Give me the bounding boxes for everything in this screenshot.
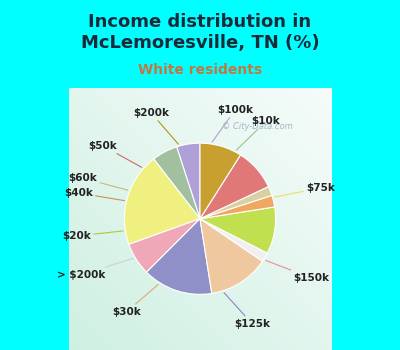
- Text: > $200k: > $200k: [57, 258, 133, 280]
- Wedge shape: [200, 207, 276, 253]
- Text: $125k: $125k: [224, 293, 270, 329]
- Text: $30k: $30k: [112, 284, 158, 317]
- Wedge shape: [200, 219, 262, 293]
- Text: $50k: $50k: [88, 141, 142, 167]
- Wedge shape: [200, 155, 268, 219]
- Wedge shape: [124, 159, 200, 244]
- Text: $200k: $200k: [133, 108, 178, 144]
- Text: $20k: $20k: [62, 231, 123, 241]
- Text: $40k: $40k: [64, 188, 124, 201]
- Wedge shape: [200, 195, 275, 219]
- Wedge shape: [200, 187, 272, 219]
- Text: $150k: $150k: [266, 260, 329, 283]
- Wedge shape: [177, 143, 200, 219]
- Text: $75k: $75k: [275, 183, 335, 197]
- Wedge shape: [154, 147, 200, 219]
- Text: Income distribution in
McLemoresville, TN (%): Income distribution in McLemoresville, T…: [81, 13, 319, 52]
- Wedge shape: [200, 143, 240, 219]
- Text: $100k: $100k: [212, 105, 253, 142]
- Wedge shape: [200, 219, 267, 261]
- Wedge shape: [146, 219, 212, 294]
- Text: White residents: White residents: [138, 63, 262, 77]
- Text: $10k: $10k: [236, 116, 280, 150]
- Text: © City-Data.com: © City-Data.com: [222, 122, 293, 131]
- Text: $60k: $60k: [69, 173, 128, 190]
- Wedge shape: [129, 219, 200, 272]
